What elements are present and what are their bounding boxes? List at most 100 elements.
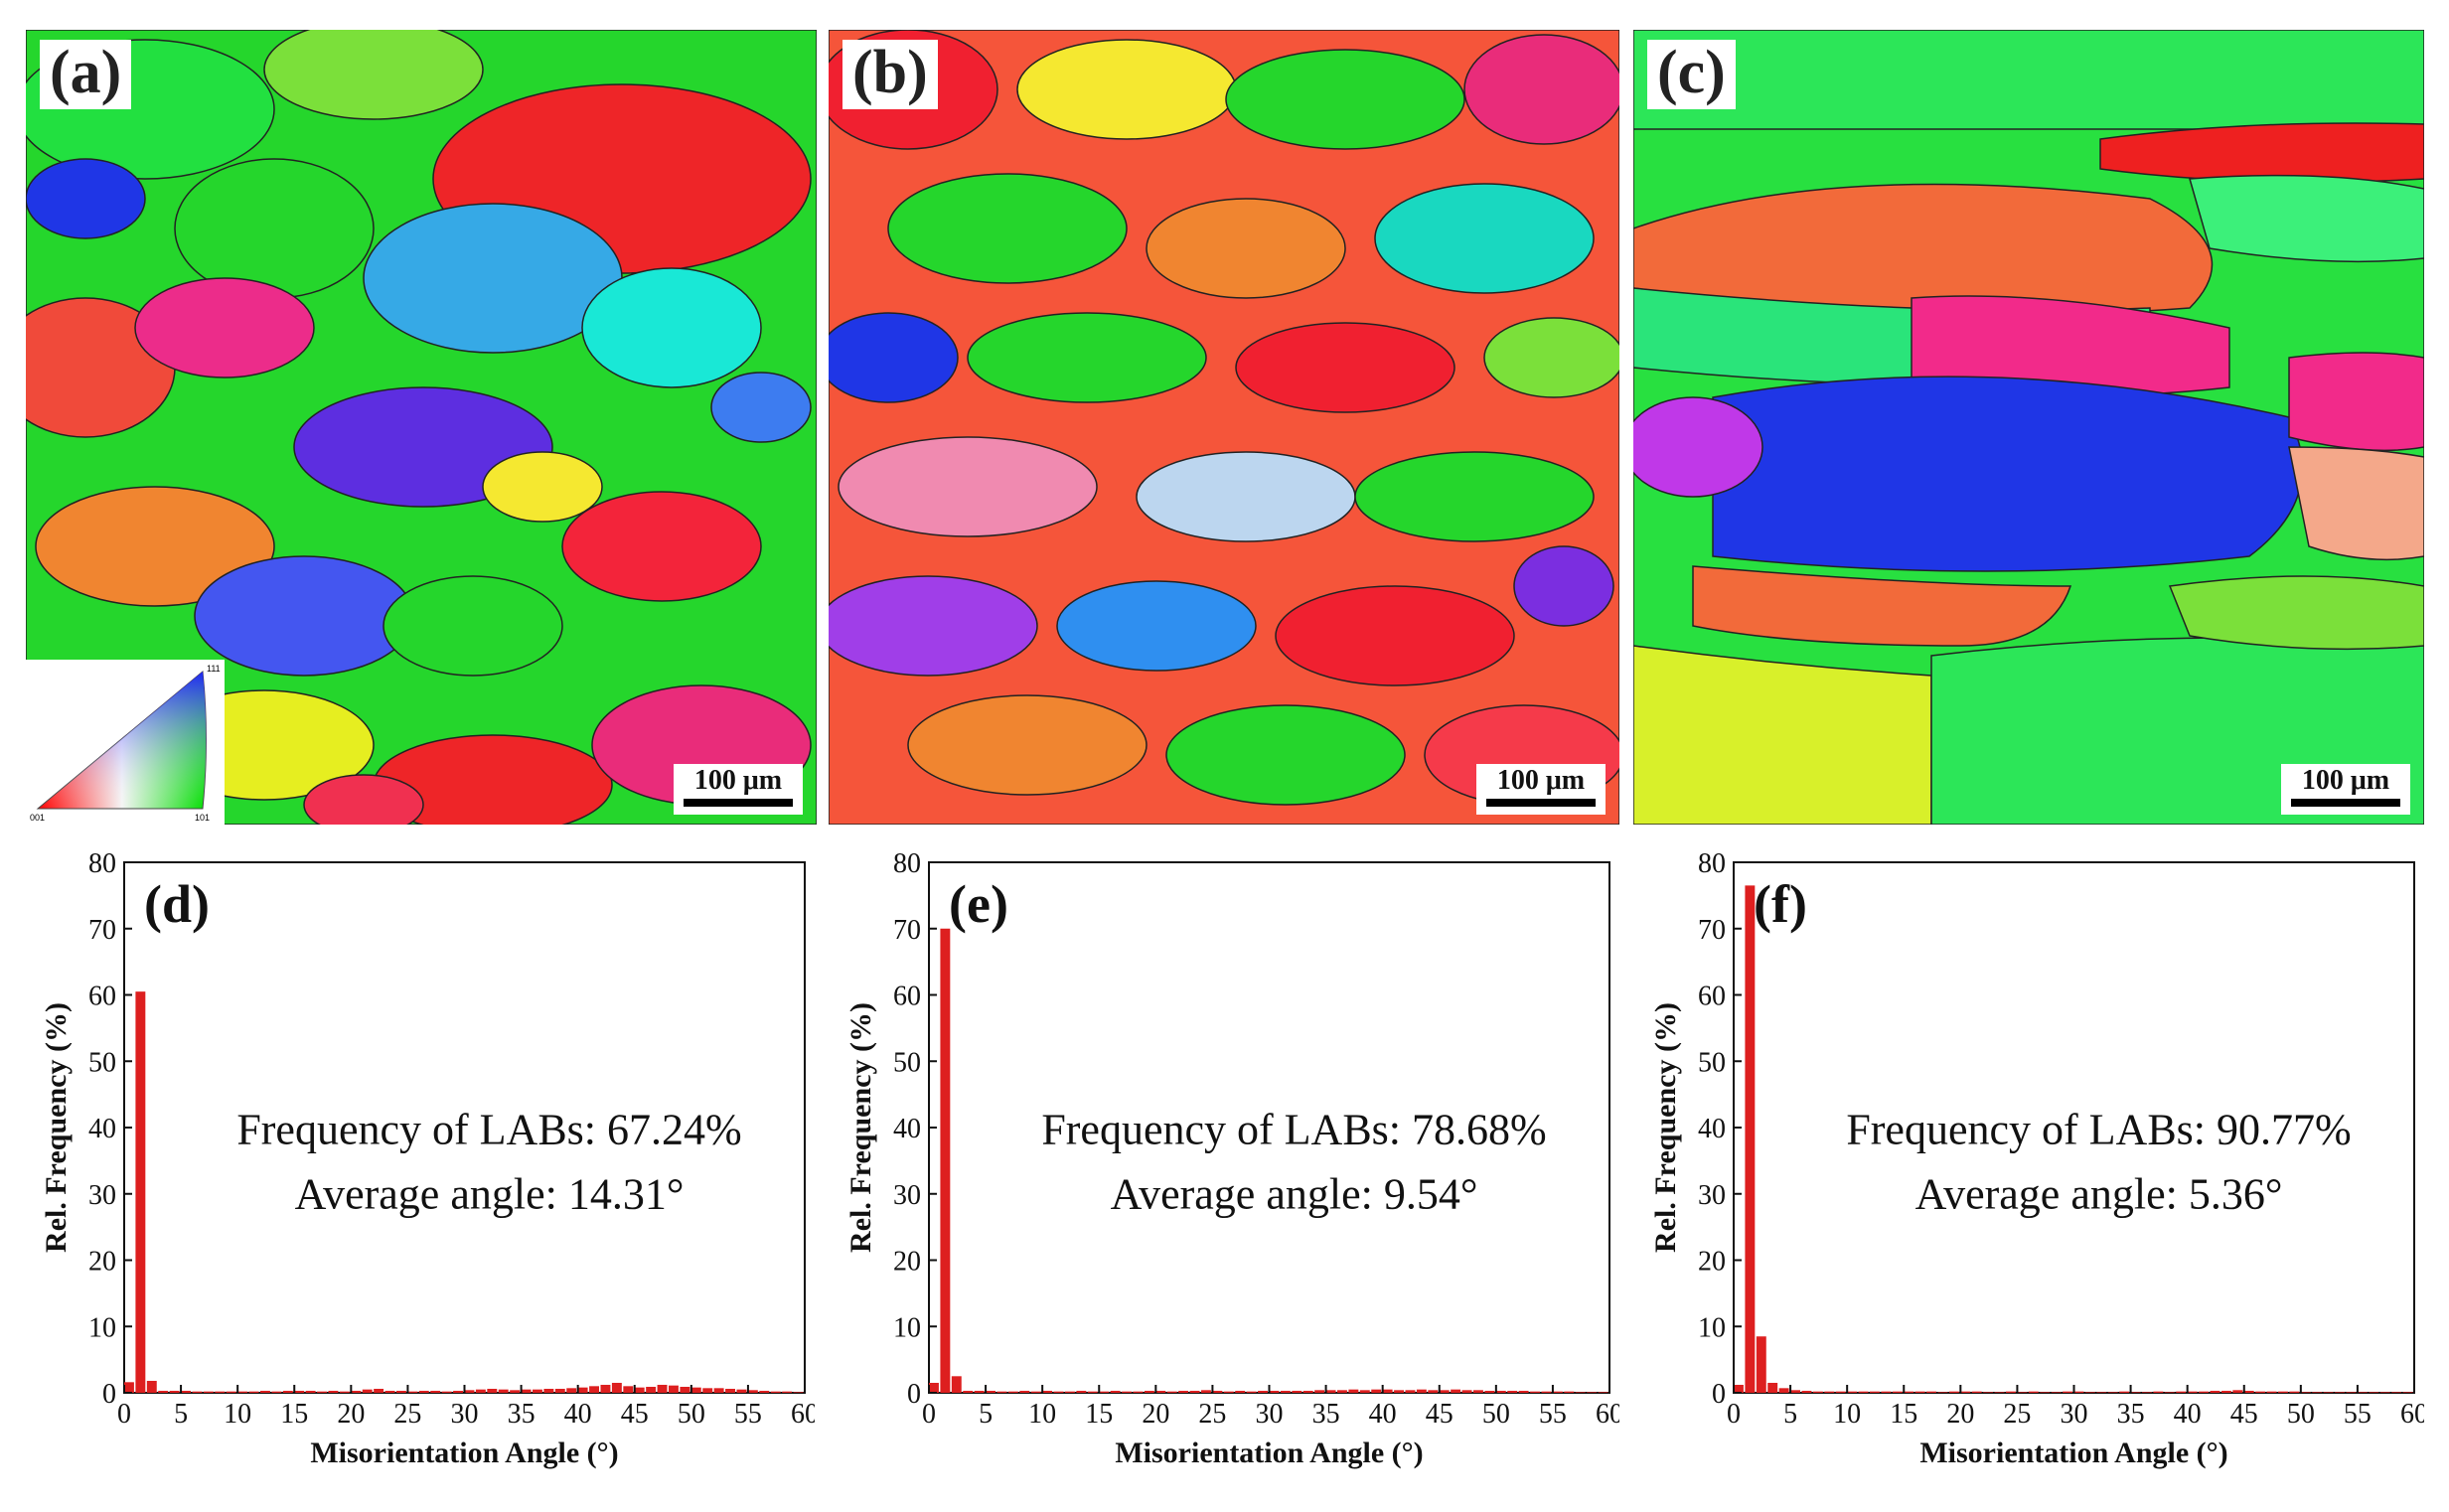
x-tick-label: 10 bbox=[1028, 1399, 1056, 1430]
histogram-bar bbox=[1858, 1391, 1869, 1393]
histogram-bar bbox=[974, 1390, 985, 1393]
histogram-bar bbox=[2335, 1392, 2345, 1393]
histogram-bar bbox=[1065, 1391, 1075, 1393]
histogram-bar bbox=[566, 1388, 577, 1393]
histogram-bar bbox=[1042, 1390, 1053, 1393]
histogram-bar bbox=[951, 1376, 962, 1393]
histogram-bar bbox=[464, 1390, 475, 1393]
grain-map-c bbox=[1633, 30, 2424, 825]
x-tick-label: 0 bbox=[1727, 1399, 1741, 1430]
average-angle-annotation: Average angle: 9.54° bbox=[1111, 1169, 1478, 1218]
histogram-e: 0 5 10 15 20 25 30 35 40 45 50 55 60 0 10 20 30 40 50 60 70 8… bbox=[825, 844, 1619, 1512]
histogram-bar bbox=[1201, 1390, 1211, 1393]
y-tick-label: 10 bbox=[893, 1312, 921, 1343]
histogram-bar bbox=[1189, 1390, 1200, 1393]
histogram-bar bbox=[2006, 1391, 2016, 1393]
histogram-bar bbox=[2402, 1392, 2413, 1393]
y-tick-label: 50 bbox=[893, 1047, 921, 1078]
scale-bar-b: 100 μm bbox=[1476, 764, 1606, 815]
histogram-bar bbox=[2300, 1392, 2311, 1393]
lab-frequency-annotation: Frequency of LABs: 67.24% bbox=[236, 1106, 741, 1154]
histogram-svg-d: 0 5 10 15 20 25 30 35 40 45 50 55 60 0 10 20 30 40 50 60 70 8… bbox=[40, 848, 815, 1469]
histogram-bar bbox=[1904, 1391, 1914, 1393]
histogram-bar bbox=[1178, 1390, 1189, 1393]
scale-bar-line bbox=[2291, 799, 2400, 807]
histogram-bar bbox=[554, 1388, 565, 1393]
y-tick-label: 80 bbox=[88, 848, 116, 879]
histogram-bar bbox=[1099, 1391, 1110, 1393]
histogram-bar bbox=[623, 1386, 634, 1393]
histogram-bar bbox=[1348, 1389, 1359, 1393]
x-tick-label: 25 bbox=[1198, 1399, 1226, 1430]
histogram-bar bbox=[1007, 1391, 1018, 1393]
histogram-bar bbox=[124, 1382, 134, 1393]
histogram-bar bbox=[1133, 1391, 1144, 1393]
histogram-bar bbox=[1325, 1390, 1336, 1393]
grain-map-b bbox=[829, 30, 1619, 825]
histogram-bar bbox=[1314, 1390, 1325, 1393]
histogram-bar bbox=[782, 1391, 793, 1393]
histogram-bar bbox=[2130, 1392, 2141, 1393]
histogram-bar bbox=[2357, 1392, 2368, 1393]
histogram-bar bbox=[2107, 1392, 2118, 1393]
average-angle-annotation: Average angle: 5.36° bbox=[1915, 1169, 2283, 1218]
histogram-bar bbox=[362, 1389, 373, 1393]
histogram-bar bbox=[407, 1391, 418, 1393]
x-tick-label: 15 bbox=[1085, 1399, 1113, 1430]
x-tick-label: 55 bbox=[734, 1399, 762, 1430]
x-tick-label: 5 bbox=[174, 1399, 188, 1430]
histogram-bar bbox=[1223, 1391, 1234, 1393]
y-tick-label: 0 bbox=[907, 1379, 921, 1410]
ipf-label-001: 001 bbox=[30, 813, 45, 823]
histogram-bar bbox=[1269, 1390, 1280, 1393]
histogram-bar bbox=[169, 1390, 180, 1393]
y-tick-label: 40 bbox=[893, 1114, 921, 1144]
histogram-bar bbox=[577, 1387, 588, 1393]
histogram-bar bbox=[2176, 1391, 2187, 1393]
y-tick-label: 80 bbox=[1698, 848, 1726, 879]
histogram-bar bbox=[487, 1388, 498, 1393]
histogram-bar bbox=[215, 1391, 226, 1393]
histogram-bar bbox=[2232, 1390, 2243, 1393]
x-tick-label: 50 bbox=[2287, 1399, 2315, 1430]
histogram-bar bbox=[736, 1389, 747, 1393]
histogram-bar bbox=[146, 1380, 157, 1393]
y-tick-label: 20 bbox=[1698, 1247, 1726, 1278]
histogram-bar bbox=[929, 1382, 939, 1393]
histogram-bar bbox=[1530, 1391, 1540, 1393]
scale-bar-line bbox=[1486, 799, 1596, 807]
x-tick-label: 20 bbox=[1946, 1399, 1974, 1430]
histogram-bar bbox=[2096, 1392, 2107, 1393]
histogram-bar bbox=[339, 1391, 350, 1393]
histogram-bar bbox=[1575, 1392, 1586, 1393]
histogram-bar bbox=[1246, 1391, 1257, 1393]
y-tick-label: 40 bbox=[88, 1114, 116, 1144]
panel-label-a: (a) bbox=[40, 40, 132, 109]
x-tick-label: 40 bbox=[1369, 1399, 1397, 1430]
x-tick-label: 25 bbox=[2003, 1399, 2031, 1430]
y-tick-label: 10 bbox=[88, 1312, 116, 1343]
ebsd-map-b: (b) 100 μm bbox=[829, 30, 1619, 825]
histogram-bar bbox=[430, 1390, 441, 1393]
histogram-bar bbox=[646, 1386, 657, 1393]
histogram-d: 0 5 10 15 20 25 30 35 40 45 50 55 60 0 10 20 30 40 50 60 70 8… bbox=[20, 844, 815, 1512]
histogram-bar bbox=[611, 1382, 622, 1393]
histogram-bar bbox=[1155, 1390, 1166, 1393]
histogram-bar bbox=[725, 1388, 735, 1393]
histogram-bar bbox=[418, 1390, 429, 1393]
histogram-bar bbox=[2391, 1392, 2402, 1393]
histogram-bar bbox=[1416, 1389, 1427, 1393]
histogram-bar bbox=[1495, 1390, 1506, 1393]
histogram-bar bbox=[384, 1390, 395, 1393]
histogram-bar bbox=[713, 1388, 724, 1393]
histogram-bar bbox=[1394, 1390, 1404, 1393]
ipf-label-111: 111 bbox=[207, 664, 221, 674]
histogram-bar bbox=[498, 1389, 509, 1393]
x-tick-label: 45 bbox=[621, 1399, 649, 1430]
histogram-bar bbox=[2063, 1391, 2072, 1393]
y-tick-label: 50 bbox=[1698, 1047, 1726, 1078]
histogram-bar bbox=[1484, 1390, 1495, 1393]
x-tick-label: 35 bbox=[508, 1399, 536, 1430]
histogram-bar bbox=[1518, 1390, 1529, 1393]
histogram-bar bbox=[1745, 885, 1756, 1393]
